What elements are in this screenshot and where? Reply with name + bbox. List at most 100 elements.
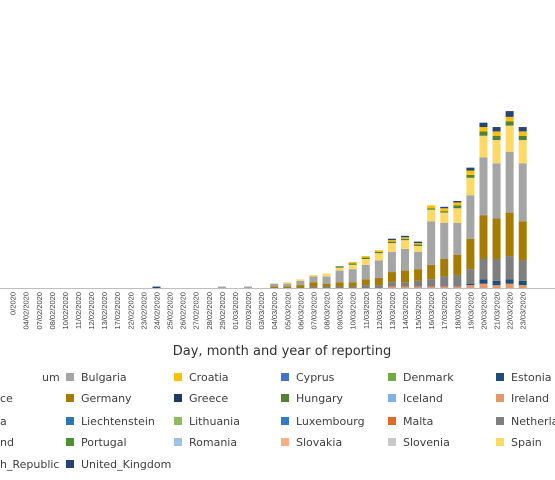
- bar-segment: [309, 276, 318, 283]
- legend-item: a: [0, 414, 7, 428]
- bar-segment: [479, 215, 488, 259]
- bar-segment: [453, 274, 462, 287]
- x-tick-label: 09/03/2020: [336, 292, 345, 330]
- bar-segment: [387, 243, 396, 252]
- bar-segment: [387, 272, 396, 283]
- legend-label: Denmark: [403, 370, 454, 384]
- bar-segment: [387, 286, 396, 288]
- bar-segment: [440, 208, 449, 212]
- x-tick-label: 13/02/2020: [100, 292, 109, 330]
- legend-label: Spain: [511, 435, 542, 449]
- bar-segment: [296, 279, 305, 281]
- bar-segment: [348, 282, 357, 287]
- legend-item: Germany: [66, 391, 132, 405]
- bar-segment: [466, 170, 475, 175]
- x-tick-label: 05/03/2020: [283, 292, 292, 330]
- bar-segment: [401, 282, 409, 287]
- bar-segment: [518, 140, 527, 164]
- bar-segment: [427, 264, 436, 280]
- bar-segment: [401, 238, 409, 241]
- bar-segment: [505, 212, 514, 257]
- legend-item: Lithuania: [174, 414, 240, 428]
- legend-item: United_Kingdom: [66, 457, 171, 471]
- x-tick-label: 11/02/2020: [74, 292, 83, 329]
- bar-segment: [518, 221, 527, 261]
- bar-segment: [322, 276, 331, 284]
- legend-swatch: [174, 417, 182, 425]
- bar-segment: [505, 256, 514, 280]
- x-tick-label: 27/02/2020: [192, 292, 201, 330]
- bar-segment: [518, 127, 527, 132]
- legend-label: Cyprus: [296, 370, 335, 384]
- legend-item: Slovakia: [281, 435, 342, 449]
- bar-segment: [466, 269, 475, 284]
- x-tick-label: 11/03/2020: [362, 292, 371, 329]
- legend-item: Estonia: [496, 370, 552, 384]
- bar-segment: [453, 201, 462, 203]
- legend-label: Estonia: [511, 370, 552, 384]
- legend-swatch: [66, 417, 74, 425]
- x-tick-label: 22/02/2020: [126, 292, 135, 330]
- bar-segment: [505, 111, 514, 117]
- legend-swatch: [388, 438, 396, 446]
- legend-swatch: [496, 394, 504, 402]
- bar-segment: [492, 163, 501, 219]
- bar-segment: [270, 283, 279, 287]
- bar-segment: [414, 241, 423, 244]
- legend-item: Spain: [496, 435, 542, 449]
- bar-segment: [361, 279, 370, 286]
- x-tick-label: 01/03/2020: [231, 292, 240, 330]
- bar-segment: [492, 280, 501, 286]
- bar-segment: [492, 131, 501, 136]
- bar-segment: [518, 135, 527, 141]
- x-tick-label: 23/02/2020: [139, 292, 148, 330]
- legend-label: Slovakia: [296, 435, 343, 449]
- bar-segment: [492, 135, 501, 141]
- bar-segment: [270, 286, 279, 288]
- legend: um Bulgaria Croatia Cyprus Denmark Estonia ce G…: [0, 369, 555, 480]
- bar-segment: [414, 244, 423, 246]
- bar-segment: [492, 127, 501, 132]
- legend-label: Malta: [403, 414, 434, 428]
- legend-label: h_Republic: [0, 457, 60, 471]
- bar-segment: [401, 240, 409, 249]
- bar-segment: [309, 274, 318, 277]
- bar-segment: [427, 209, 436, 222]
- x-tick-label: 07/03/2020: [309, 292, 318, 330]
- legend-label: ce: [0, 391, 13, 405]
- bar-segment: [453, 222, 462, 255]
- bar-segment: [361, 285, 370, 288]
- legend-label: nd: [0, 435, 14, 449]
- bar-segment: [361, 259, 370, 265]
- bar-segment: [492, 218, 501, 259]
- bar-segment: [479, 283, 488, 288]
- x-tick-label: 06/03/2020: [296, 292, 305, 330]
- bar-segment: [518, 260, 527, 281]
- bar-segment: [492, 285, 501, 288]
- legend-item: Iceland: [388, 391, 443, 405]
- legend-swatch: [281, 417, 289, 425]
- bar-segment: [414, 286, 423, 288]
- bar-segment: [518, 280, 527, 286]
- x-tick-label: 29/02/2020: [218, 292, 227, 330]
- bar-segment: [414, 245, 423, 252]
- legend-label: Ireland: [511, 391, 550, 405]
- x-tick-label: 08/03/2020: [323, 292, 332, 330]
- bar-segment: [492, 140, 501, 164]
- bar-segment: [374, 253, 383, 261]
- bar-segment: [374, 260, 383, 278]
- x-tick-label: 0/2020: [9, 292, 18, 315]
- bar-segment: [427, 205, 436, 209]
- bar-segment: [348, 263, 357, 265]
- bar-segment: [283, 283, 292, 287]
- bar-segment: [440, 259, 449, 277]
- bar-segment: [361, 257, 370, 259]
- legend-swatch: [174, 373, 182, 381]
- bar-segment: [479, 122, 488, 128]
- x-tick-label: 15/03/2020: [414, 292, 423, 330]
- legend-swatch: [174, 394, 182, 402]
- bar-segment: [374, 251, 383, 254]
- bar-segment: [401, 235, 409, 238]
- bar-segment: [361, 264, 370, 280]
- legend-item: Greece: [174, 391, 228, 405]
